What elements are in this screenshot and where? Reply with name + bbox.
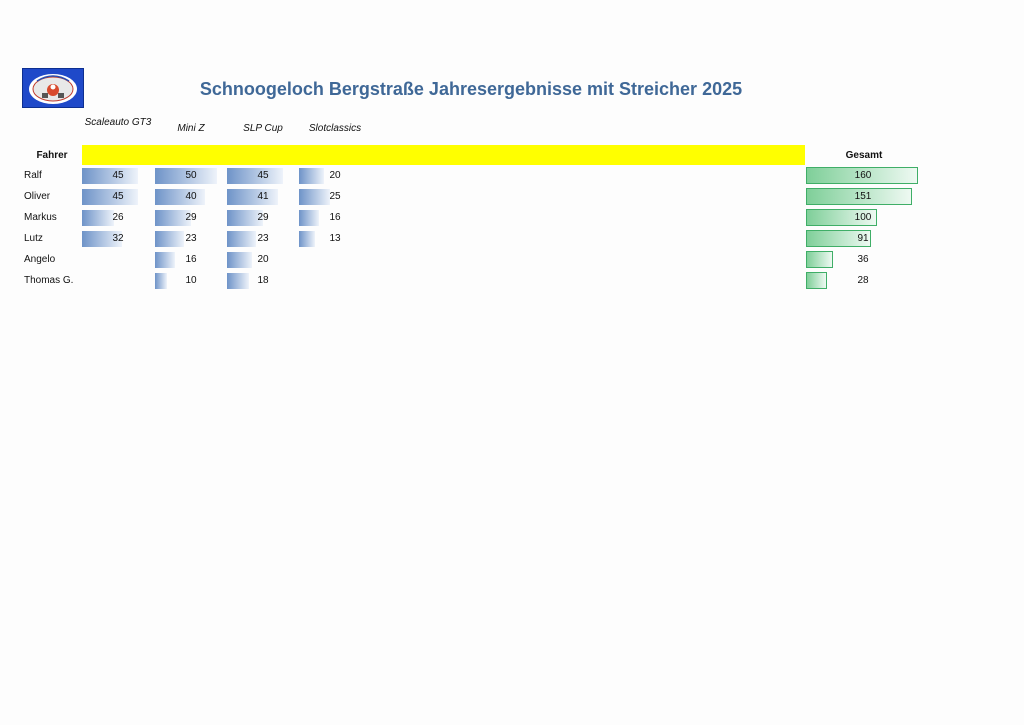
score-value: 26: [112, 212, 124, 223]
score-cell: 45: [82, 188, 154, 206]
score-bar: [227, 189, 278, 205]
score-cell: 13: [299, 230, 371, 248]
score-value: 23: [257, 233, 269, 244]
score-value: 18: [257, 275, 269, 286]
total-cell: 160: [806, 167, 920, 185]
score-bar: [227, 168, 283, 184]
score-cell: 18: [227, 272, 299, 290]
score-value: 32: [112, 233, 124, 244]
column-header: Scaleauto GT3: [84, 117, 152, 128]
score-value: 40: [185, 191, 197, 202]
score-cell: 29: [227, 209, 299, 227]
driver-name: Ralf: [24, 170, 42, 181]
score-value: 50: [185, 170, 197, 181]
club-logo-icon: [29, 74, 77, 104]
score-bar: [227, 252, 252, 268]
score-bar: [155, 231, 184, 247]
score-cell: 20: [299, 167, 371, 185]
score-value: 20: [257, 254, 269, 265]
total-value: 28: [857, 275, 869, 286]
driver-name: Lutz: [24, 233, 43, 244]
total-bar: [806, 167, 918, 184]
total-cell: 91: [806, 230, 920, 248]
score-value: 29: [185, 212, 197, 223]
score-value: 13: [329, 233, 341, 244]
column-header: Slotclassics: [308, 123, 362, 134]
total-bar: [806, 251, 833, 268]
score-value: 20: [329, 170, 341, 181]
score-cell: 23: [227, 230, 299, 248]
score-cell: 10: [155, 272, 227, 290]
total-bar: [806, 209, 877, 226]
score-cell: 45: [82, 167, 154, 185]
driver-name: Markus: [24, 212, 57, 223]
score-cell: 16: [155, 251, 227, 269]
score-cell: 26: [82, 209, 154, 227]
score-bar: [155, 252, 175, 268]
total-bar: [806, 188, 912, 205]
total-value: 36: [857, 254, 869, 265]
score-bar: [82, 210, 114, 226]
score-bar: [299, 168, 324, 184]
score-bar: [227, 231, 256, 247]
total-value: 100: [854, 212, 872, 223]
score-bar: [227, 210, 263, 226]
score-bar: [299, 189, 330, 205]
score-bar: [155, 168, 217, 184]
driver-column-header: Fahrer: [36, 150, 68, 161]
column-header: SLP Cup: [243, 123, 283, 134]
total-cell: 100: [806, 209, 920, 227]
score-value: 16: [185, 254, 197, 265]
total-cell: 28: [806, 272, 920, 290]
page-title: Schnoogeloch Bergstraße Jahresergebnisse…: [199, 79, 743, 99]
score-value: 29: [257, 212, 269, 223]
total-value: 91: [857, 233, 869, 244]
score-value: 25: [329, 191, 341, 202]
score-bar: [82, 189, 138, 205]
club-logo: [22, 68, 84, 108]
score-bar: [299, 231, 315, 247]
driver-name: Oliver: [24, 191, 51, 202]
score-value: 45: [112, 170, 124, 181]
score-cell: 25: [299, 188, 371, 206]
score-value: 23: [185, 233, 197, 244]
score-value: 16: [329, 212, 341, 223]
score-bar: [155, 273, 167, 289]
score-cell: 23: [155, 230, 227, 248]
score-cell: 45: [227, 167, 299, 185]
total-bar: [806, 272, 827, 289]
total-bar: [806, 230, 871, 247]
total-cell: 36: [806, 251, 920, 269]
header-band: [82, 145, 805, 165]
total-cell: 151: [806, 188, 920, 206]
score-cell: 16: [299, 209, 371, 227]
score-bar: [227, 273, 249, 289]
score-cell: 32: [82, 230, 154, 248]
score-bar: [82, 231, 122, 247]
score-bar: [299, 210, 319, 226]
score-bar: [155, 189, 205, 205]
score-value: 45: [112, 191, 124, 202]
driver-name: Thomas G.: [24, 275, 74, 286]
score-value: 45: [257, 170, 269, 181]
score-cell: 50: [155, 167, 227, 185]
score-cell: 29: [155, 209, 227, 227]
score-cell: 40: [155, 188, 227, 206]
score-cell: 41: [227, 188, 299, 206]
score-value: 41: [257, 191, 269, 202]
total-value: 160: [854, 170, 872, 181]
score-bar: [82, 168, 138, 184]
total-column-header: Gesamt: [845, 150, 883, 161]
column-header: Mini Z: [177, 123, 205, 134]
score-value: 10: [185, 275, 197, 286]
driver-name: Angelo: [24, 254, 56, 265]
score-cell: 20: [227, 251, 299, 269]
score-bar: [155, 210, 191, 226]
total-value: 151: [854, 191, 872, 202]
